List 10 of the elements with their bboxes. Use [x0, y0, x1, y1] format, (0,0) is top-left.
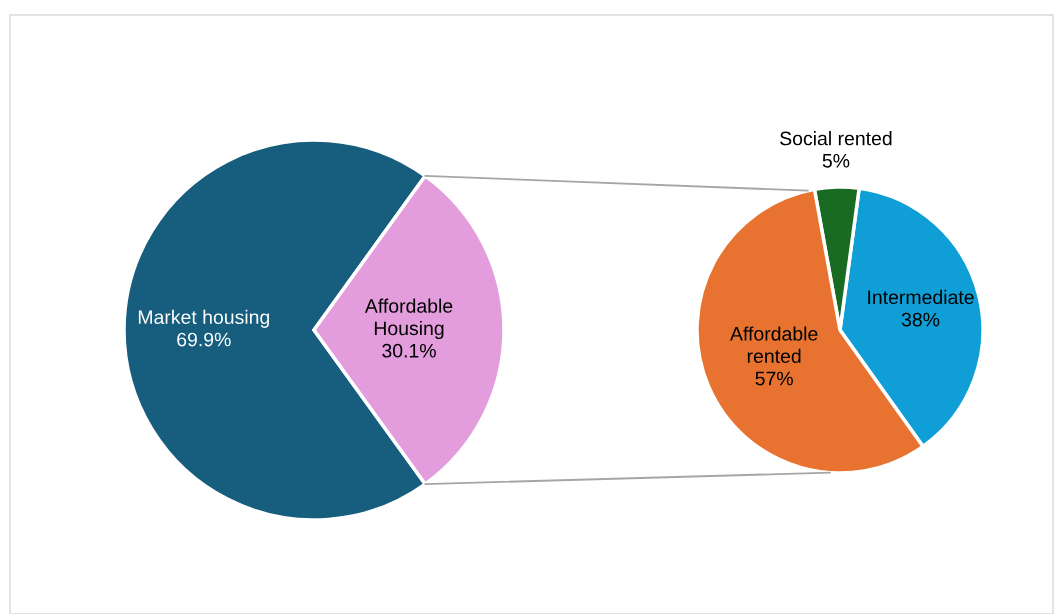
slice-label: Social rented — [780, 131, 892, 146]
slice-label: Affordable rented — [730, 326, 818, 364]
slice-label: Intermediate — [868, 289, 974, 305]
slice-label: Affordable Housing — [364, 298, 453, 340]
data-label: 5% — [822, 154, 850, 168]
data-label: 30.1% — [382, 343, 436, 358]
data-label: 57% — [755, 371, 793, 386]
data-label: 38% — [901, 312, 940, 327]
slice-label: Market housing — [138, 309, 270, 328]
data-label: 69.9% — [177, 332, 231, 347]
